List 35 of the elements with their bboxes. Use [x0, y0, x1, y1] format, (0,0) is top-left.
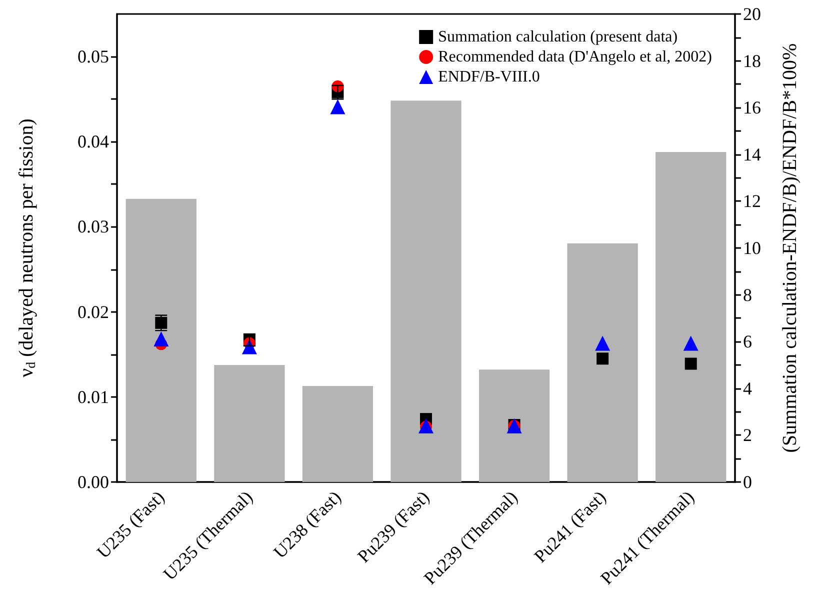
legend-label: ENDF/B-VIII.0 — [438, 68, 540, 86]
y-tick-label: 0.04 — [78, 132, 109, 152]
point — [154, 332, 169, 347]
point — [684, 358, 697, 370]
y2-tick-label: 4 — [743, 378, 752, 398]
y2-tick-label: 8 — [743, 284, 752, 305]
bar — [214, 365, 285, 482]
bar — [567, 243, 638, 482]
y2-tick-label: 6 — [743, 332, 752, 352]
bar — [478, 370, 550, 482]
y2-tick-label: 14 — [743, 144, 761, 164]
y-tick-label: 0.02 — [78, 302, 109, 322]
legend-label: Summation calculation (present data) — [438, 28, 678, 46]
legend-label: Recommended data (D'Angelo et al, 2002) — [438, 48, 712, 66]
y2-tick-label: 18 — [743, 50, 761, 71]
y2-axis-title: (Summation calculation-ENDF/B)/ENDF/B*100% — [779, 43, 801, 453]
y2-tick-label: 0 — [743, 472, 752, 492]
y-tick-label: 0.01 — [78, 386, 109, 407]
point — [683, 336, 698, 351]
bar — [302, 386, 374, 482]
bar — [656, 152, 726, 482]
y-tick-label: 0.00 — [78, 472, 109, 492]
point — [595, 336, 610, 351]
point — [596, 352, 609, 365]
y-tick-label: 0.03 — [78, 216, 109, 237]
y2-tick-label: 10 — [743, 238, 761, 258]
point — [330, 99, 346, 114]
y2-tick-label: 12 — [743, 191, 761, 212]
bar — [390, 100, 462, 482]
y-axis-title: νd (delayed neutrons per fission) — [16, 118, 38, 378]
y2-tick-label: 2 — [743, 425, 752, 446]
y2-tick-label: 16 — [743, 98, 761, 118]
y-tick-label: 0.05 — [78, 46, 109, 67]
y2-tick-label: 20 — [743, 4, 761, 24]
bar — [126, 198, 196, 482]
